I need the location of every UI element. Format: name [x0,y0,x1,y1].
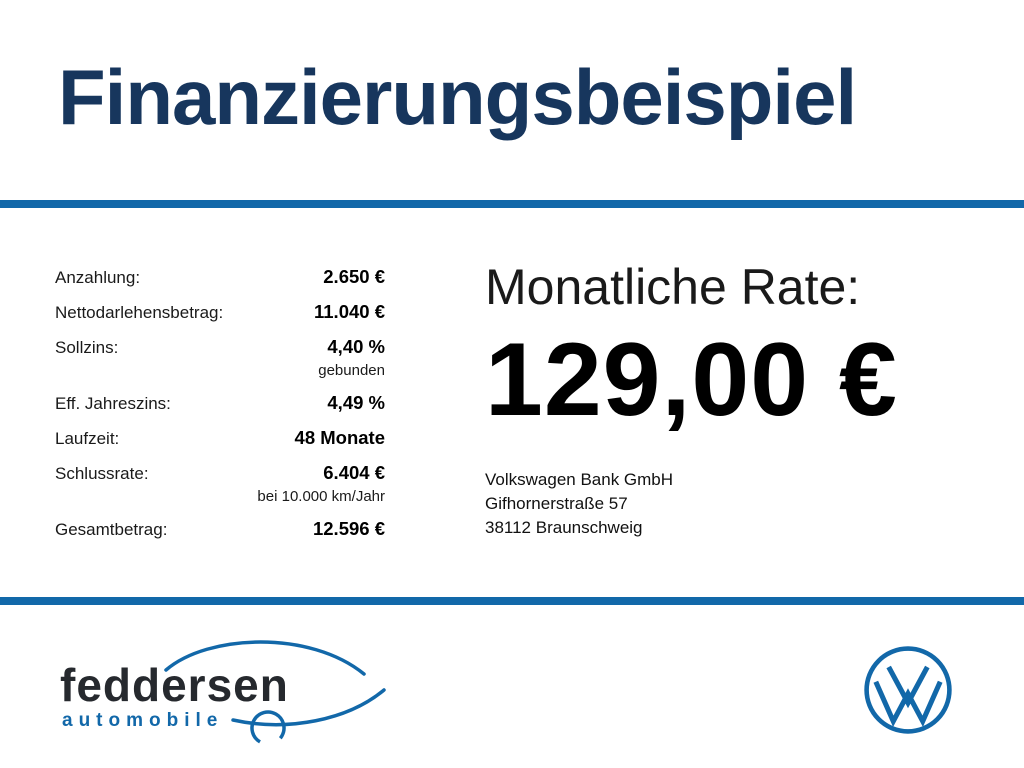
bank-city: 38112 Braunschweig [485,517,643,537]
financing-label: Schlussrate: [55,464,149,483]
financing-label: Sollzins: [55,338,119,357]
bank-address: Volkswagen Bank GmbH Gifhornerstraße 57 … [485,468,1005,539]
monthly-rate-amount: 129,00 € [485,322,898,438]
financing-label: Anzahlung: [55,268,141,287]
financing-row-eff-jahreszins: Eff. Jahreszins: 4,49 % [55,392,385,414]
bottom-divider [0,597,1024,605]
financing-row-schlussrate: Schlussrate: 6.404 € [55,462,385,484]
financing-value: 11.040 € [314,301,385,322]
financing-value: 2.650 € [323,266,385,287]
vw-logo-icon [862,644,954,736]
financing-value: 4,49 % [327,392,385,413]
car-outline-icon [164,640,386,746]
financing-value: 6.404 € [323,462,385,483]
dealer-subtitle: automobile [62,710,224,731]
financing-value: 48 Monate [294,427,385,448]
financing-row-anzahlung: Anzahlung: 2.650 € [55,266,385,288]
financing-label: Eff. Jahreszins: [55,394,171,413]
page-title: Finanzierungsbeispiel [58,53,857,141]
financing-label: Laufzeit: [55,429,120,448]
dealer-name: feddersen [60,659,289,711]
financing-row-sollzins: Sollzins: 4,40 % [55,336,385,358]
financing-label: Nettodarlehensbetrag: [55,303,224,322]
financing-label: Gesamtbetrag: [55,520,168,539]
dealer-logo: feddersen automobile [48,628,408,748]
bank-street: Gifhornerstraße 57 [485,493,628,513]
financing-row-laufzeit: Laufzeit: 48 Monate [55,427,385,449]
vw-emblem [864,646,952,734]
financing-note: gebunden [318,362,385,379]
financing-row-nettodarlehensbetrag: Nettodarlehensbetrag: 11.040 € [55,301,385,323]
financing-note: bei 10.000 km/Jahr [257,488,385,505]
financing-row-gesamtbetrag: Gesamtbetrag: 12.596 € [55,518,385,540]
top-divider [0,200,1024,208]
financing-value: 4,40 % [327,336,385,357]
financing-table: Anzahlung: 2.650 € Nettodarlehensbetrag:… [55,266,385,553]
monthly-rate-block: Monatliche Rate: 129,00 € Volkswagen Ban… [485,258,1005,539]
bank-name: Volkswagen Bank GmbH [485,470,674,489]
financing-value: 12.596 € [312,518,385,539]
monthly-rate-heading: Monatliche Rate: [485,259,861,315]
